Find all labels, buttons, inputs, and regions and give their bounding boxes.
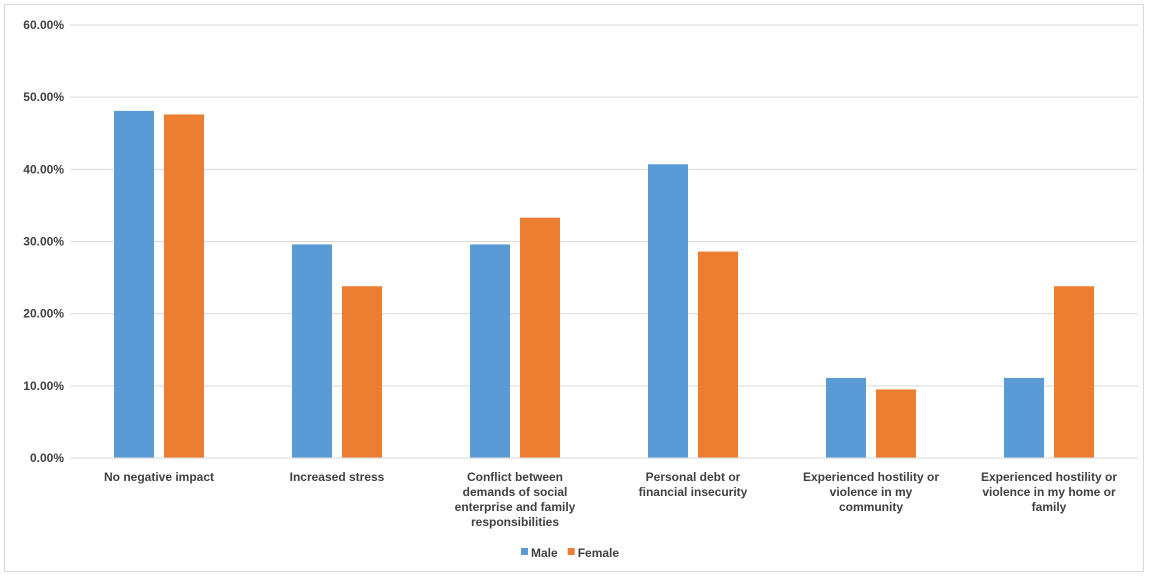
x-tick-label: No negative impact (104, 470, 214, 484)
x-tick-label-line: Conflict between (467, 470, 563, 484)
y-axis-ticks: 0.00% 10.00% 20.00% 30.00% 40.00% 50.00% 60.00… (23, 18, 64, 465)
x-tick-label-line: Experienced hostility or (981, 470, 1117, 484)
bar-female (342, 286, 382, 458)
x-tick-label-line: family (1032, 500, 1067, 514)
x-tick-label: Personal debt or financial insecurity (639, 470, 748, 499)
legend-swatch-male (521, 548, 528, 555)
bar-male (292, 244, 332, 458)
y-tick-label: 40.00% (23, 162, 64, 176)
x-tick-label-line: Personal debt or (646, 470, 741, 484)
legend: Male Female (521, 546, 619, 560)
x-tick-label-line: enterprise and family (455, 500, 576, 514)
y-tick-label: 50.00% (23, 90, 64, 104)
y-tick-label: 30.00% (23, 235, 64, 249)
legend-swatch-female (567, 548, 575, 555)
x-tick-label: Conflict between demands of social enterpr… (455, 470, 576, 529)
x-tick-label-line: community (839, 500, 903, 514)
x-tick-label: Increased stress (290, 470, 385, 484)
bar-female (164, 114, 204, 458)
x-tick-label-line: violence in my (830, 485, 913, 499)
gridlines (70, 24, 1138, 387)
legend-label-female: Female (578, 546, 620, 560)
bars (114, 110, 1094, 459)
x-tick-label-line: No negative impact (104, 470, 214, 484)
x-tick-label-line: financial insecurity (639, 485, 748, 499)
bar-female (876, 389, 916, 458)
x-tick-label-line: Increased stress (290, 470, 385, 484)
bar-female (698, 251, 738, 458)
x-tick-label-line: responsibilities (471, 515, 559, 529)
bar-female (520, 217, 560, 458)
y-tick-label: 0.00% (30, 451, 64, 465)
bar-male (470, 244, 510, 458)
y-tick-label: 60.00% (23, 18, 64, 32)
bar-male (1004, 377, 1044, 458)
x-tick-label-line: violence in my home or (982, 485, 1116, 499)
legend-label-male: Male (531, 546, 558, 560)
x-axis-labels: No negative impact Increased stress Confli… (104, 470, 1117, 529)
x-tick-label: Experienced hostility or violence in my h… (981, 470, 1117, 514)
bar-female (1054, 286, 1094, 458)
bar-male (648, 164, 688, 458)
y-tick-label: 10.00% (23, 379, 64, 393)
x-tick-label-line: Experienced hostility or (803, 470, 939, 484)
x-tick-label-line: demands of social (463, 485, 568, 499)
bar-male (826, 377, 866, 458)
bar-male (114, 110, 154, 459)
x-tick-label: Experienced hostility or violence in my co… (803, 470, 939, 514)
y-tick-label: 20.00% (23, 307, 64, 321)
